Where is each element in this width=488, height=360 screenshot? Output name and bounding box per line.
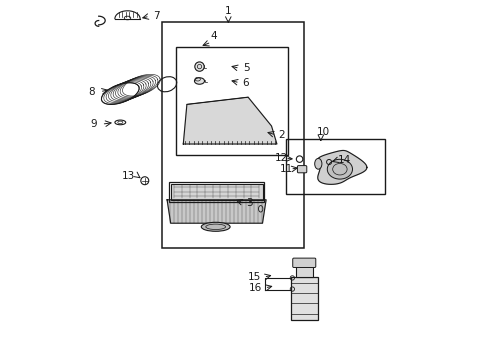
Bar [176,47,287,155]
Bar [170,184,262,200]
Bar [295,266,312,277]
Text: 10: 10 [317,127,329,137]
FancyBboxPatch shape [297,166,306,173]
Text: 15: 15 [247,272,260,282]
Text: 14: 14 [337,155,351,165]
Text: 12: 12 [274,153,287,163]
Circle shape [194,62,204,71]
FancyBboxPatch shape [292,258,315,267]
Ellipse shape [314,158,321,169]
Ellipse shape [201,222,230,231]
Polygon shape [183,97,276,144]
Text: 6: 6 [242,78,249,88]
Text: 13: 13 [121,171,134,181]
Polygon shape [317,150,366,184]
Text: 1: 1 [224,6,231,16]
Text: 5: 5 [242,63,249,73]
Text: 2: 2 [278,130,285,140]
Ellipse shape [194,78,204,84]
Polygon shape [167,200,265,223]
Text: 3: 3 [246,198,252,208]
Bar [291,277,318,320]
Bar [285,139,384,194]
Ellipse shape [326,159,352,179]
Bar [168,182,264,202]
Bar [162,22,303,248]
Text: 11: 11 [279,164,292,174]
Text: 8: 8 [88,87,95,97]
Text: 4: 4 [210,31,217,41]
Text: 16: 16 [248,283,261,293]
Text: 9: 9 [90,119,97,129]
Text: 7: 7 [152,11,159,21]
